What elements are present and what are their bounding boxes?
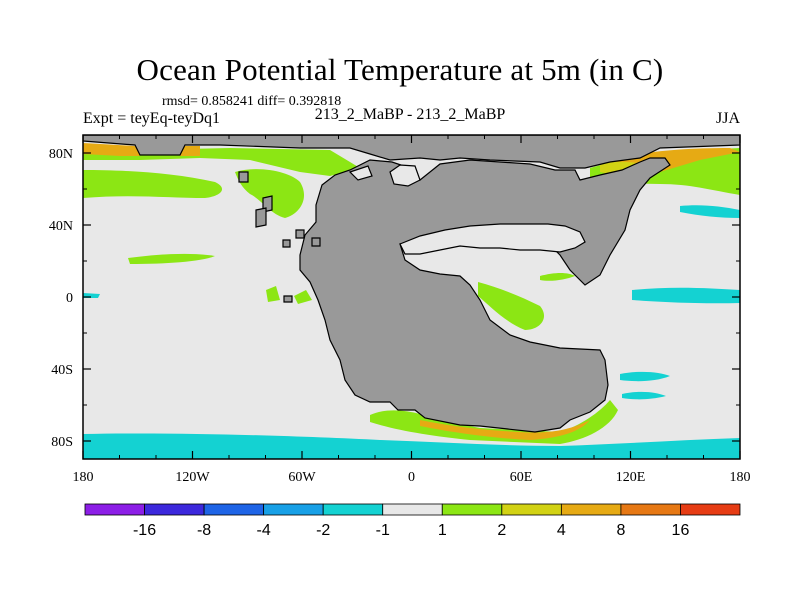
x-tick-label: 120E bbox=[616, 470, 646, 485]
colorbar-swatch bbox=[620, 503, 681, 516]
colorbar-label: 1 bbox=[438, 522, 447, 539]
anomaly-region-greenland-green bbox=[235, 169, 305, 218]
y-tick-label: 0 bbox=[66, 291, 73, 306]
experiment-label: Expt = teyEq-teyDq1 bbox=[83, 110, 220, 127]
x-tick-label: 120W bbox=[175, 470, 210, 485]
rmsd-label: rmsd= 0.858241 bbox=[162, 94, 254, 109]
anomaly-region-tropical-islands-green bbox=[266, 286, 312, 304]
colorbar-label: 16 bbox=[672, 522, 690, 539]
land-northern-bay-water bbox=[389, 164, 421, 187]
colorbar-label: -4 bbox=[257, 522, 271, 539]
land-inner-sea-water bbox=[399, 223, 586, 255]
anomaly-region-southeast-cyan bbox=[620, 371, 670, 400]
colorbar-swatch bbox=[203, 503, 265, 516]
stats-line: rmsd= 0.858241 diff= 0.392818 bbox=[162, 94, 341, 110]
map-plot-area bbox=[83, 135, 740, 459]
land-island-mid-2 bbox=[295, 229, 305, 239]
colorbar-swatch bbox=[501, 503, 562, 516]
x-tick-label: 180 bbox=[730, 470, 751, 485]
anomaly-region-arabian-green bbox=[478, 282, 545, 330]
y-tick-label: 80S bbox=[51, 435, 73, 450]
colorbar-swatch bbox=[144, 503, 205, 516]
anomaly-region-south-margin-orange bbox=[420, 420, 590, 440]
x-tick-label: 60E bbox=[510, 470, 533, 485]
anomaly-region-southern-band-cyan bbox=[83, 433, 740, 459]
colorbar-label: 2 bbox=[497, 522, 506, 539]
land-island-small bbox=[283, 295, 293, 303]
colorbar-swatch bbox=[322, 503, 384, 516]
colorbar-swatch bbox=[263, 503, 324, 516]
diff-label: diff= 0.392818 bbox=[257, 94, 342, 109]
land-island-north-3 bbox=[238, 171, 249, 183]
anomaly-region-north-east-cyan bbox=[680, 205, 740, 218]
colorbar-swatch bbox=[560, 503, 622, 516]
season-label: JJA bbox=[715, 110, 740, 127]
x-tick-label: 0 bbox=[408, 470, 415, 485]
chart-title: Ocean Potential Temperature at 5m (in C) bbox=[136, 52, 664, 87]
x-tick-label: 60W bbox=[288, 470, 316, 485]
x-tick-label: 180 bbox=[73, 470, 94, 485]
colorbar-label: -16 bbox=[133, 522, 156, 539]
y-tick-label: 80N bbox=[49, 147, 73, 162]
land-northern-strip bbox=[83, 135, 740, 169]
colorbar-swatch bbox=[84, 503, 145, 516]
axes: 180 120W 60W 0 60E 120E 180 80N 40N 0 40S 80S bbox=[49, 135, 751, 485]
y-tick-label: 40S bbox=[51, 363, 73, 378]
colorbar-label: 8 bbox=[616, 522, 625, 539]
colorbar-label: -1 bbox=[376, 522, 390, 539]
anomaly-region-north-atlantic-green bbox=[83, 170, 223, 198]
colorbar-swatch bbox=[680, 503, 741, 516]
case-label: 213_2_MaBP - 213_2_MaBP bbox=[314, 106, 506, 123]
colorbar-label: 4 bbox=[557, 522, 566, 539]
colorbar-label: -2 bbox=[316, 522, 330, 539]
land-island-north-2 bbox=[255, 207, 267, 228]
anomaly-region-north-edge-orange bbox=[83, 143, 200, 156]
colorbar: -16 -8 -4 -2 -1 1 2 4 8 16 bbox=[84, 503, 741, 539]
anomaly-region-equatorial-east-cyan bbox=[632, 287, 740, 304]
colorbar-label: -8 bbox=[197, 522, 211, 539]
anomaly-region-midlat-streak-green bbox=[128, 253, 215, 264]
colorbar-swatch bbox=[382, 503, 443, 516]
land-island-mid-1 bbox=[311, 237, 321, 247]
y-tick-label: 40N bbox=[49, 219, 73, 234]
land-north-east-water bbox=[348, 165, 373, 181]
land-island-mid-3 bbox=[282, 239, 291, 248]
anomaly-region-streak-east-green bbox=[540, 273, 575, 281]
colorbar-swatch bbox=[441, 503, 503, 516]
